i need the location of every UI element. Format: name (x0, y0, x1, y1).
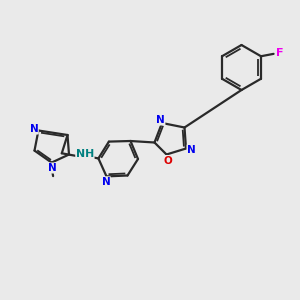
Text: O: O (164, 155, 172, 166)
Text: N: N (29, 124, 38, 134)
Text: N: N (101, 177, 110, 187)
Text: F: F (276, 48, 283, 58)
Text: N: N (48, 163, 57, 173)
Text: N: N (156, 115, 165, 125)
Text: N: N (187, 145, 196, 155)
Text: NH: NH (76, 149, 94, 159)
